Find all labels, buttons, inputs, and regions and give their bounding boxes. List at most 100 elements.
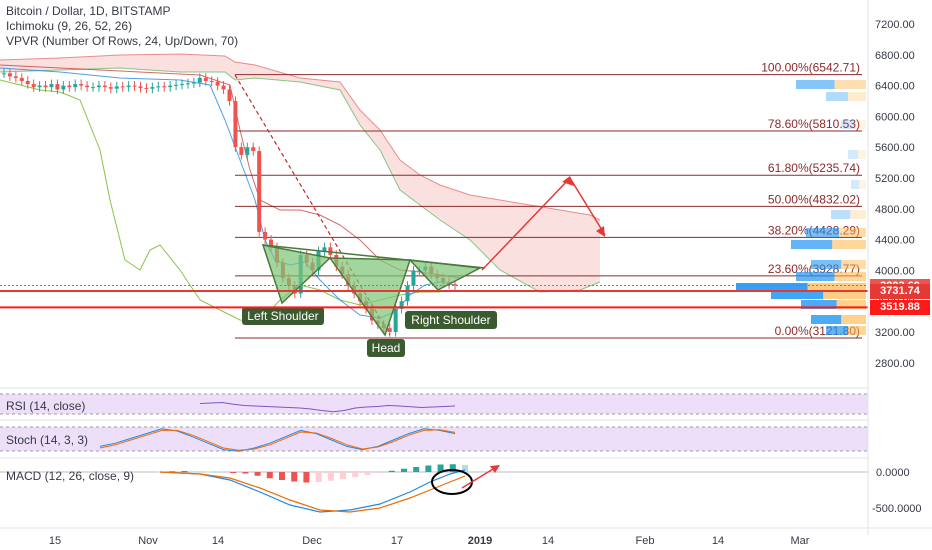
vpvr-bar-down [854, 120, 866, 129]
price-tick: 5200.00 [875, 173, 915, 185]
time-tick: 14 [212, 535, 224, 547]
vpvr-bar-up [796, 272, 835, 281]
macd-bar [169, 471, 176, 473]
price-axis[interactable]: 7200.00 6800.00 6400.00 6000.00 5600.00 5200.… [875, 19, 915, 370]
candle-body [43, 85, 48, 88]
vpvr-bar-down [807, 283, 866, 292]
rsi-legend[interactable]: RSI (14, close) [6, 399, 86, 413]
fibonacci-retracement[interactable]: 100.00%(6542.71) 78.60%(5810.53) 61.80%(52… [235, 61, 862, 339]
macd-bar [266, 472, 273, 479]
macd-bar [364, 472, 371, 475]
volume-profile [736, 80, 866, 335]
pattern-left-shoulder [261, 244, 332, 305]
cloud-span-a [0, 53, 601, 221]
candle-body [37, 85, 42, 88]
price-tick: 2800.00 [875, 358, 915, 370]
macd-bar [352, 472, 359, 477]
vpvr-bar-down [839, 228, 866, 237]
candle-body [233, 101, 238, 148]
time-tick: Dec [302, 535, 322, 547]
time-tick: Nov [138, 535, 158, 547]
price-marker-lines [0, 285, 868, 309]
left-shoulder-label: Left Shoulder [247, 309, 318, 323]
candle-body [251, 147, 256, 152]
candle-body [114, 86, 119, 89]
candle-body [227, 89, 232, 101]
vpvr-bar-down [841, 315, 866, 324]
macd-axis-zero: 0.0000 [876, 467, 910, 479]
price-marker-tag: 3519.88 [870, 300, 930, 316]
fib-level-label: 50.00%(4832.02) [768, 192, 860, 206]
stoch-legend[interactable]: Stoch (14, 3, 3) [6, 433, 89, 447]
candle-body [239, 147, 244, 155]
price-tick: 3200.00 [875, 327, 915, 339]
macd-bar [218, 471, 224, 473]
candle-body [209, 80, 214, 82]
pattern-head [328, 257, 412, 337]
candle-body [156, 86, 161, 88]
macd-bar [242, 472, 249, 474]
vpvr-bar-up [791, 240, 833, 249]
candle-body [393, 308, 398, 332]
candle-body [55, 84, 60, 90]
price-tick: 4400.00 [875, 235, 915, 247]
candle-body [257, 151, 262, 232]
candle-body [96, 85, 101, 88]
macd-bar [291, 472, 298, 482]
time-tick: 2019 [468, 535, 492, 547]
chart-title: Bitcoin / Dollar, 1D, BITSTAMP [6, 4, 171, 18]
macd-line [159, 469, 466, 513]
head-label: Head [372, 341, 401, 355]
cloud-bearish [0, 54, 600, 292]
macd-bar [376, 472, 383, 473]
candle-body [7, 73, 12, 77]
macd-arrow [461, 465, 499, 489]
candle-body [405, 285, 410, 302]
macd-axis-neg: -500.0000 [872, 503, 922, 515]
annotation-labels[interactable]: Left Shoulder Head Right Shoulder [242, 307, 497, 357]
vpvr-bar-up [811, 260, 842, 269]
macd-bar [279, 472, 285, 480]
price-tick: 5600.00 [875, 142, 915, 154]
macd-bar [327, 472, 334, 481]
vpvr-bar-down [848, 326, 866, 335]
time-axis[interactable]: 15 Nov 14 Dec 17 2019 14 Feb 14 Mar [49, 535, 810, 547]
rsi-band [0, 394, 868, 414]
candle-body [73, 84, 78, 88]
candle-body [61, 85, 66, 90]
pattern-shapes[interactable] [234, 74, 606, 337]
vpvr-bar-up [736, 283, 808, 292]
vpvr-bar-up [831, 210, 851, 219]
stoch-k-line [99, 428, 456, 452]
left-shoulder-bg [242, 307, 324, 325]
vpvr-legend[interactable]: VPVR (Number Of Rows, 24, Up/Down, 70) [6, 34, 239, 48]
time-tick: Feb [636, 535, 655, 547]
candle-body [221, 85, 226, 90]
vpvr-bar-down [834, 272, 866, 281]
candle-body [19, 77, 24, 81]
candle-body [399, 301, 404, 309]
cloud-span-b [0, 67, 601, 293]
candle-body [453, 284, 457, 286]
candle-body [25, 80, 30, 85]
candle-body [174, 84, 179, 86]
time-tick: 15 [49, 535, 61, 547]
macd-bar [303, 472, 310, 483]
macd-bar [205, 471, 212, 473]
macd-bar [401, 468, 407, 472]
price-tick: 7200.00 [875, 19, 915, 31]
candle-body [49, 84, 54, 88]
macd-bar [340, 472, 346, 479]
macd-bar [425, 465, 432, 472]
macd-bar [315, 472, 322, 482]
ichimoku-legend[interactable]: Ichimoku (9, 26, 52, 26) [6, 19, 133, 33]
right-shoulder-label: Right Shoulder [411, 313, 490, 327]
neckline [262, 244, 486, 269]
macd-bar [413, 467, 420, 472]
candle-body [168, 85, 173, 88]
candle-body [144, 87, 149, 89]
macd-legend[interactable]: MACD (12, 26, close, 9) [6, 469, 135, 483]
candle-body [269, 239, 274, 248]
candle-body [322, 247, 327, 252]
